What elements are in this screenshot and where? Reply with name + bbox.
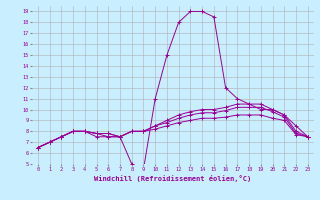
X-axis label: Windchill (Refroidissement éolien,°C): Windchill (Refroidissement éolien,°C) xyxy=(94,175,252,182)
